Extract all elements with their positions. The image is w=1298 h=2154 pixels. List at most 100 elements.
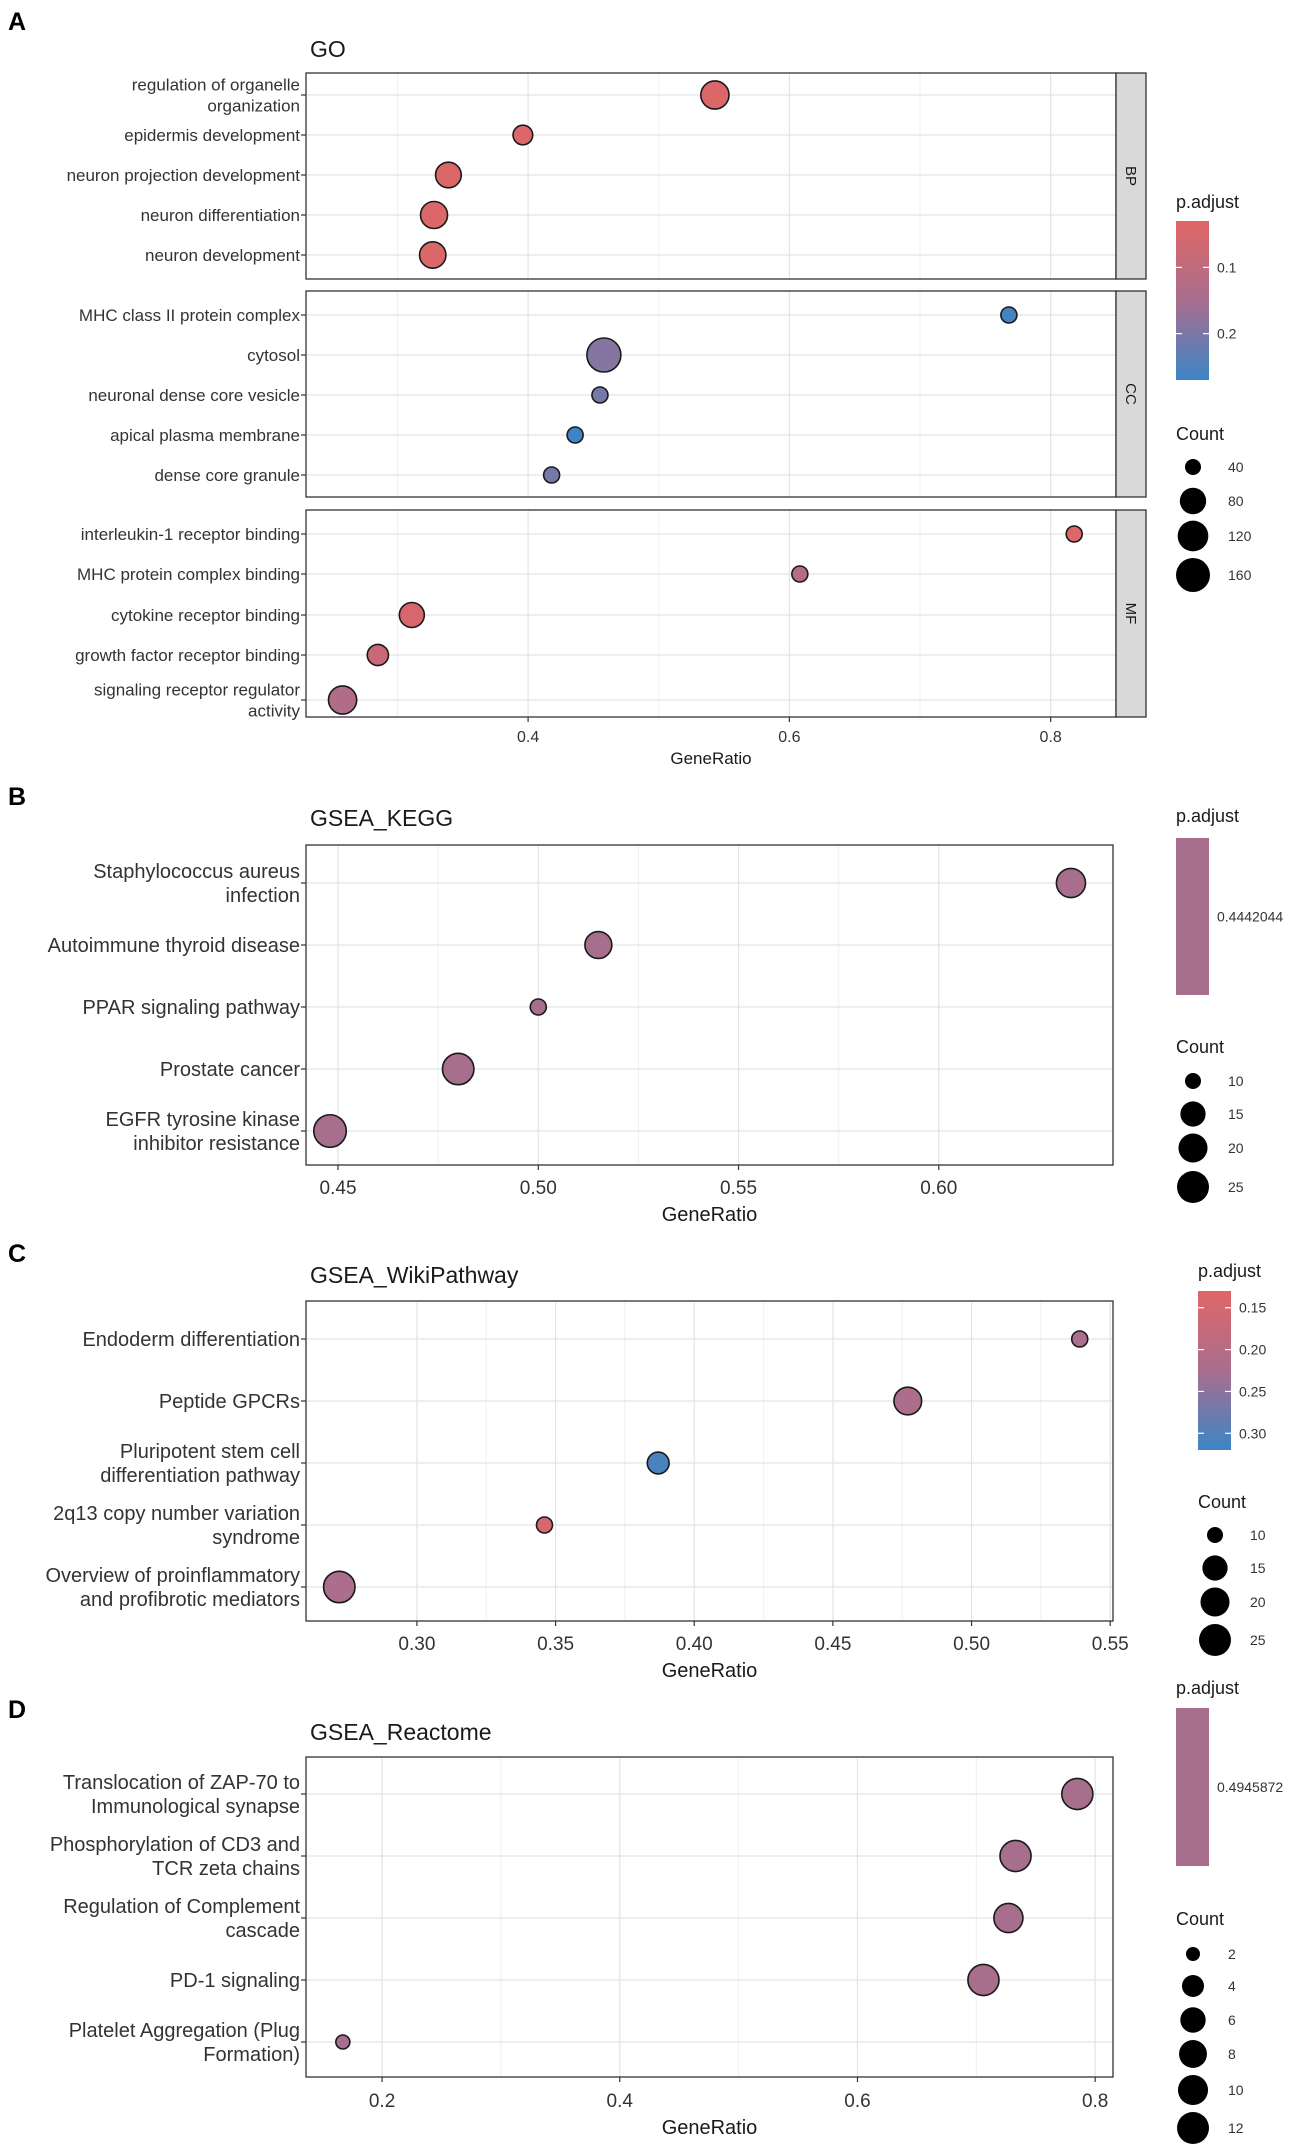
plot-background [306,1301,1113,1621]
y-axis-term-label: PPAR signaling pathway [82,997,300,1019]
facet-bp: BP [301,72,1147,280]
x-tick-label: 0.2 [369,2091,395,2112]
data-point [398,601,426,629]
x-tick-label: 0.45 [320,1178,357,1199]
legend-color-tick-label: 0.4945872 [1217,1779,1283,1795]
y-axis-term-label: EGFR tyrosine kinase [105,1109,300,1131]
legend-size-label: 25 [1250,1632,1266,1648]
x-tick-label: 0.50 [953,1634,990,1655]
data-point [335,2034,351,2050]
legend-size-dot [1180,2007,1206,2033]
plot-background [306,510,1116,717]
y-axis-term-label: activity [248,702,300,721]
panel-title-b: GSEA_KEGG [310,805,453,831]
y-axis-term-label: Translocation of ZAP-70 to [63,1772,300,1794]
x-axis-title: GeneRatio [662,1660,758,1682]
x-tick-label: 0.4 [607,2091,634,2112]
legend-colorbar [1176,838,1209,995]
y-axis-term-label: Regulation of Complement [63,1896,300,1918]
plot-panel-c [301,1300,1114,1626]
data-point [419,200,449,230]
legend-size-dot [1185,459,1201,475]
legend-size-label: 15 [1250,1560,1266,1576]
legend-size-dot [1179,2040,1207,2068]
y-axis-term-label: Phosphorylation of CD3 and [50,1834,300,1856]
x-tick-label: 0.45 [814,1634,851,1655]
y-axis-term-label: infection [226,885,301,907]
y-axis-term-label: Overview of proinflammatory [45,1565,300,1587]
legend-size-label: 160 [1228,567,1252,583]
legend-size-label: 15 [1228,1106,1244,1122]
x-tick-label: 0.50 [520,1178,557,1199]
y-axis-term-label: neuronal dense core vesicle [88,386,300,405]
legend-size-dot [1202,1555,1228,1581]
legend-size-dot [1186,1947,1200,1961]
legend-color-tick-label: 0.1 [1217,259,1237,275]
data-point [993,1902,1024,1934]
y-axis-term-label: MHC protein complex binding [77,565,300,584]
legend-size-label: 20 [1250,1594,1266,1610]
legend-size-dot [1177,1171,1209,1203]
data-point [312,1113,348,1149]
plot-background [306,845,1113,1165]
y-axis-term-label: Pluripotent stem cell [120,1441,300,1463]
x-tick-label: 0.8 [1040,729,1062,746]
legend-size-dot [1177,520,1209,552]
x-tick-label: 0.8 [1082,2091,1108,2112]
legend-size-label: 40 [1228,459,1244,475]
y-axis-term-label: neuron differentiation [141,206,300,225]
legend-size-dot [1176,558,1210,592]
y-axis-term-label: Endoderm differentiation [82,1329,300,1351]
legend-size-label: 120 [1228,528,1252,544]
data-point [542,466,561,484]
legend-size-dot [1185,1073,1201,1089]
legend-size-label: 20 [1228,1140,1244,1156]
legend-size-title: Count [1176,1909,1224,1929]
legend-color-tick-label: 0.2 [1217,326,1237,342]
legend-size-label: 8 [1228,2046,1236,2062]
legend-size-dot [1199,1624,1231,1656]
y-axis-term-label: syndrome [212,1527,300,1549]
y-axis-term-label: MHC class II protein complex [79,306,301,325]
y-axis-term-label: organization [207,97,300,116]
legend-colorbar [1176,221,1209,380]
legend-size-label: 25 [1228,1179,1244,1195]
data-point [893,1386,923,1416]
y-axis-term-label: Prostate cancer [160,1059,300,1081]
legend-size-label: 6 [1228,2012,1236,2028]
panel-letter-c: C [8,1240,26,1268]
legend-colorbar [1176,1708,1209,1866]
legend-size-label: 2 [1228,1946,1236,1962]
panel-letter-a: A [8,8,26,36]
data-point [327,685,358,715]
facet-strip [1115,72,1147,280]
y-axis-term-label: interleukin-1 receptor binding [81,525,300,544]
data-point [1000,306,1018,324]
legend-size-title: Count [1176,424,1224,444]
facet-cc: CC [301,290,1147,498]
data-point [418,241,447,269]
y-axis-term-label: Immunological synapse [91,1796,300,1818]
legend-size-dot [1181,1974,1205,1998]
legend-size-dot [1180,1101,1206,1127]
plot-panel-d [301,1756,1114,2082]
data-point [967,1963,1000,1997]
x-tick-label: 0.55 [720,1178,757,1199]
y-axis-term-label: growth factor receptor binding [75,646,300,665]
y-axis-term-label: Formation) [203,2044,300,2066]
legend-color-tick-label: 0.30 [1239,1425,1266,1441]
legend-color-title: p.adjust [1176,1678,1239,1698]
y-axis-term-label: and profibrotic mediators [80,1589,300,1611]
legend-color-title: p.adjust [1176,806,1239,826]
data-point [434,161,463,189]
facet-strip-label: CC [1122,383,1139,405]
facet-strip [1115,509,1147,718]
legend-size-label: 80 [1228,493,1244,509]
data-point [999,1839,1032,1873]
data-point [529,998,548,1016]
x-tick-label: 0.30 [398,1634,435,1655]
legend-size-dot [1178,1133,1208,1163]
legend-size-dot [1207,1527,1223,1543]
y-axis-term-label: signaling receptor regulator [94,681,300,700]
